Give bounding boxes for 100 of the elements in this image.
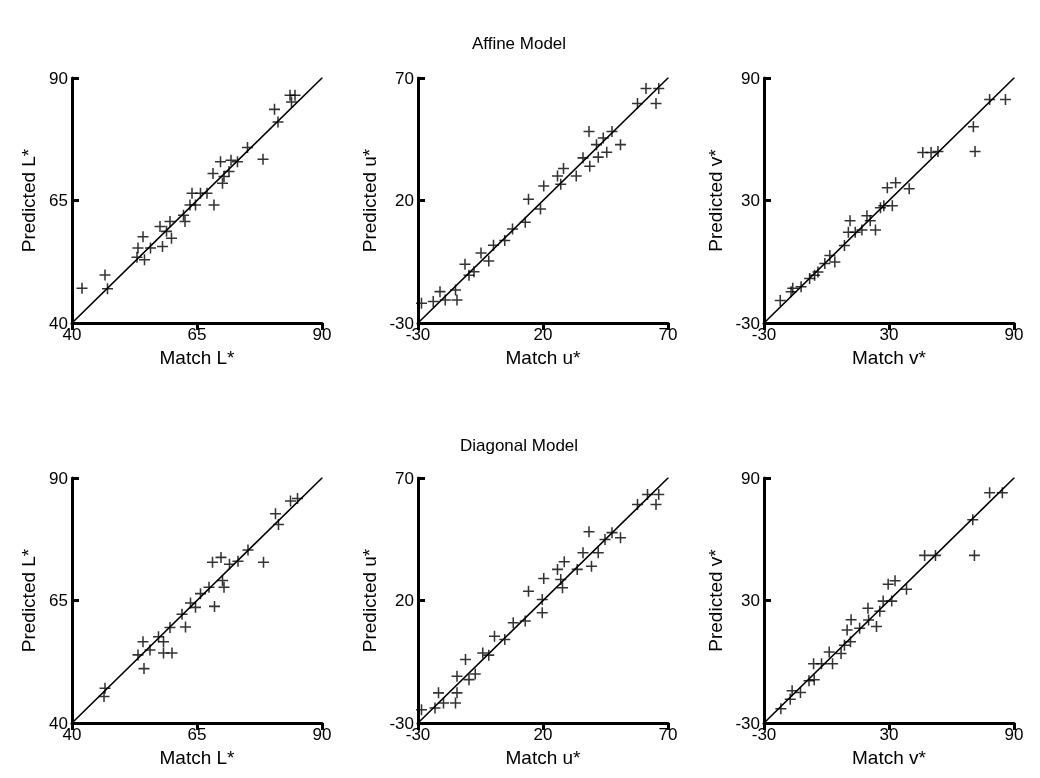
point bbox=[787, 282, 799, 294]
point bbox=[967, 514, 979, 526]
point bbox=[215, 551, 227, 563]
point bbox=[176, 608, 188, 620]
point bbox=[536, 594, 548, 606]
x-tick-label: 20 bbox=[533, 325, 553, 344]
point bbox=[597, 132, 609, 144]
y-tick-label: 30 bbox=[741, 191, 760, 210]
point bbox=[459, 258, 471, 270]
point bbox=[577, 152, 589, 164]
y-tick-label: 65 bbox=[49, 591, 68, 610]
y-axis-title: Predicted L* bbox=[18, 548, 39, 653]
x-tick-label: 70 bbox=[658, 325, 678, 344]
point bbox=[477, 647, 489, 659]
point bbox=[203, 581, 215, 593]
y-axis-title: Predicted v* bbox=[704, 148, 726, 252]
point bbox=[653, 488, 665, 500]
point bbox=[586, 560, 597, 572]
point bbox=[606, 125, 618, 137]
point bbox=[557, 582, 568, 594]
y-tick-label: 70 bbox=[395, 68, 414, 88]
point bbox=[599, 533, 611, 545]
point bbox=[889, 575, 901, 587]
point bbox=[433, 687, 444, 699]
x-tick-label: 30 bbox=[879, 725, 899, 744]
point bbox=[827, 658, 839, 670]
point bbox=[190, 199, 201, 211]
point bbox=[864, 215, 876, 227]
point bbox=[845, 614, 857, 626]
point bbox=[180, 621, 191, 633]
point bbox=[201, 187, 213, 199]
point bbox=[856, 224, 868, 236]
point bbox=[606, 527, 618, 539]
point bbox=[535, 203, 546, 215]
point bbox=[272, 116, 284, 128]
x-axis-title: Match u* bbox=[505, 746, 582, 768]
point bbox=[967, 121, 979, 133]
point bbox=[139, 254, 150, 266]
point bbox=[270, 508, 281, 520]
x-axis-title: Match L* bbox=[159, 346, 236, 368]
x-axis-title: Match v* bbox=[852, 746, 927, 768]
point bbox=[583, 526, 595, 538]
x-tick-label: 20 bbox=[533, 725, 553, 744]
point bbox=[166, 647, 178, 659]
point bbox=[555, 573, 567, 585]
point bbox=[450, 697, 461, 709]
point bbox=[286, 96, 297, 108]
point bbox=[507, 617, 519, 629]
point bbox=[483, 255, 495, 267]
point bbox=[218, 581, 230, 593]
point bbox=[816, 658, 827, 670]
point bbox=[555, 178, 567, 190]
y-tick-label: 90 bbox=[49, 68, 68, 88]
y-axis-title: Predicted v* bbox=[704, 548, 726, 652]
point bbox=[475, 247, 487, 259]
point bbox=[179, 216, 191, 228]
point bbox=[439, 294, 451, 306]
point bbox=[882, 578, 894, 590]
point bbox=[164, 621, 176, 633]
point bbox=[438, 697, 449, 709]
point bbox=[468, 266, 480, 278]
point bbox=[132, 242, 144, 254]
point bbox=[552, 170, 563, 182]
point bbox=[463, 674, 475, 686]
point bbox=[558, 556, 570, 568]
point bbox=[774, 295, 786, 307]
point bbox=[519, 615, 531, 627]
point bbox=[178, 209, 189, 221]
point bbox=[451, 294, 463, 306]
point bbox=[538, 572, 550, 584]
point bbox=[583, 125, 595, 137]
point bbox=[451, 687, 463, 699]
point bbox=[483, 649, 495, 661]
point bbox=[225, 154, 237, 166]
y-tick-label: 90 bbox=[741, 68, 760, 88]
point bbox=[507, 223, 518, 235]
point bbox=[429, 702, 441, 714]
point bbox=[841, 624, 853, 636]
point bbox=[154, 220, 166, 232]
point bbox=[519, 216, 531, 228]
point bbox=[869, 224, 881, 236]
y-tick-label: 65 bbox=[49, 191, 68, 210]
point bbox=[823, 646, 835, 658]
point bbox=[819, 258, 831, 270]
x-tick-label: 90 bbox=[312, 725, 332, 744]
x-axis-title: Match u* bbox=[505, 346, 582, 368]
point bbox=[76, 282, 88, 294]
point bbox=[207, 168, 219, 180]
y-tick-label: 90 bbox=[49, 468, 68, 488]
y-tick-label: 20 bbox=[395, 591, 414, 610]
point bbox=[862, 602, 874, 614]
point bbox=[499, 234, 511, 246]
y-tick-label: 30 bbox=[741, 591, 760, 610]
point bbox=[215, 156, 226, 168]
point bbox=[886, 595, 898, 607]
point bbox=[99, 682, 111, 694]
point bbox=[969, 146, 981, 157]
point bbox=[917, 147, 929, 159]
point bbox=[451, 670, 463, 682]
point bbox=[137, 231, 149, 243]
